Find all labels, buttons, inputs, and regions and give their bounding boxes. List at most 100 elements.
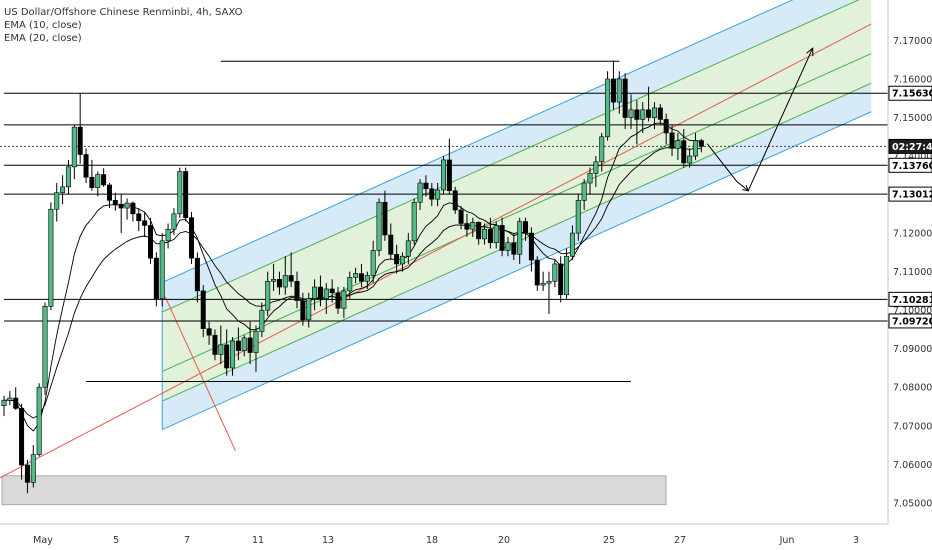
candle <box>388 223 394 261</box>
candle <box>24 459 30 494</box>
candle-body <box>423 182 429 190</box>
candle-body <box>77 126 83 155</box>
candle <box>505 236 511 257</box>
candle <box>440 156 446 195</box>
candle-body <box>165 228 171 242</box>
candle-body <box>581 182 587 201</box>
candle <box>124 198 130 220</box>
candle <box>587 167 593 195</box>
candle <box>634 100 640 145</box>
candle-body <box>440 159 446 191</box>
x-tick-label: May <box>33 535 53 546</box>
candle-body <box>657 107 663 120</box>
candle-body <box>429 188 435 200</box>
candle <box>493 221 499 249</box>
y-tick-label: 7.05000 <box>893 498 932 509</box>
candle <box>165 223 171 249</box>
x-tick-label: 5 <box>113 535 119 546</box>
candle <box>282 256 288 295</box>
candle-body <box>534 259 540 286</box>
candle-body <box>610 78 616 103</box>
candle-body <box>153 257 159 299</box>
candle <box>423 175 429 197</box>
candle <box>13 387 19 410</box>
candle-body <box>253 331 259 353</box>
candle <box>212 329 218 361</box>
candle-body <box>241 337 247 351</box>
candle <box>224 329 230 376</box>
candle <box>329 279 335 303</box>
price-level-tag: 7.15630 <box>888 85 932 101</box>
channel-line-4 <box>162 0 794 283</box>
candle-body <box>376 201 382 251</box>
candle-body <box>124 202 130 209</box>
candle <box>564 248 570 299</box>
ema10-label: EMA (10, close) <box>4 20 82 31</box>
candle-body <box>265 280 271 311</box>
candle-body <box>30 454 36 483</box>
candle <box>669 125 675 157</box>
price-tag-box <box>888 85 932 101</box>
candle <box>276 271 282 295</box>
candle <box>599 132 605 172</box>
candle <box>54 183 60 222</box>
candle <box>482 223 488 245</box>
candle <box>523 217 529 241</box>
candle <box>399 252 405 272</box>
candle <box>153 252 159 307</box>
channel-line-2 <box>162 53 872 372</box>
x-tick-label: 18 <box>426 535 438 546</box>
candle-body <box>370 250 376 276</box>
candle <box>487 217 493 249</box>
candle <box>499 217 505 257</box>
candle <box>65 159 71 195</box>
candle <box>142 211 148 237</box>
x-tick-label: 20 <box>498 535 510 546</box>
candle-body <box>89 176 95 188</box>
y-tick-label: 7.16000 <box>893 74 932 85</box>
candle <box>259 302 265 338</box>
candle-body <box>523 221 529 234</box>
candle <box>476 221 482 245</box>
candle-body <box>71 126 77 168</box>
channel-line-1 <box>162 82 872 402</box>
pitchfork-handle <box>164 296 236 452</box>
pitchfork-median-line <box>0 23 872 479</box>
candle <box>83 148 89 184</box>
price-level-tag: 7.09720 <box>888 313 932 329</box>
candle-body <box>101 174 107 186</box>
candle <box>552 260 558 288</box>
candle <box>230 337 236 376</box>
candle-body <box>317 286 323 299</box>
candle-body <box>323 288 329 299</box>
candle-body <box>435 189 441 200</box>
candle <box>118 194 124 234</box>
candle <box>657 104 663 126</box>
candle-body <box>464 223 470 230</box>
candle-body <box>452 190 458 211</box>
candle-body <box>364 275 370 282</box>
candle-body <box>171 213 177 230</box>
x-tick-label: 27 <box>674 535 686 546</box>
candle <box>640 102 646 133</box>
candle <box>183 167 189 222</box>
candle-body <box>24 464 30 483</box>
candle <box>265 271 271 316</box>
candle-body <box>7 397 13 401</box>
candle <box>36 383 42 457</box>
candle <box>382 190 388 241</box>
candle-body <box>487 228 493 244</box>
candle <box>376 198 382 257</box>
candle <box>247 321 253 365</box>
price-tag-box <box>888 313 932 329</box>
countdown-tag: 02:27:48 <box>888 138 932 154</box>
candle-body <box>651 107 657 118</box>
candle-body <box>247 337 253 353</box>
price-tag-text: 02:27:48 <box>892 142 932 153</box>
price-tag-box <box>888 186 932 202</box>
candle <box>347 271 353 299</box>
price-tag-text: 7.10281 <box>892 295 932 306</box>
x-tick-label: 7 <box>184 535 190 546</box>
candle-body <box>65 166 71 188</box>
